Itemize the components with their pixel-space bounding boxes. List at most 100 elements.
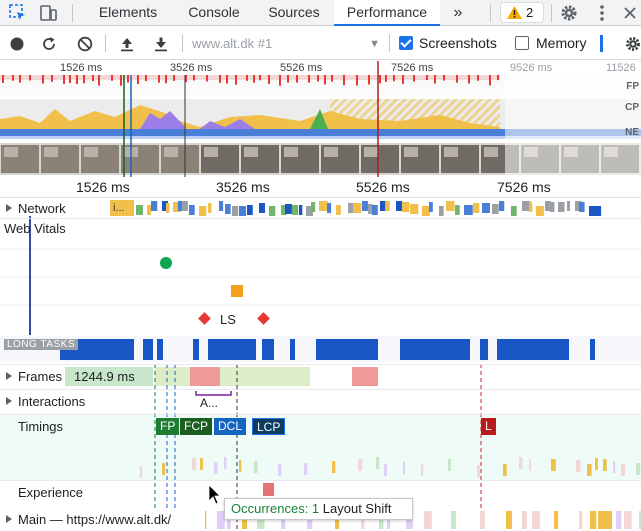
timing-marker-load[interactable]: L	[481, 418, 496, 435]
screenshot-thumbnail-detail	[444, 147, 458, 157]
device-toolbar-icon[interactable]	[38, 3, 58, 23]
screenshot-thumbnail-detail	[364, 147, 378, 157]
close-devtools-icon[interactable]	[620, 3, 640, 23]
network-request-bar	[225, 204, 231, 214]
fps-tick	[173, 75, 175, 81]
main-thread-mark	[606, 511, 613, 529]
main-thread-track-header[interactable]: Main — https://www.alt.dk/	[0, 509, 205, 531]
main-thread-mark	[598, 511, 606, 529]
frame-block[interactable]	[352, 367, 378, 386]
tab-console[interactable]: Console	[188, 4, 240, 20]
frame-block[interactable]	[155, 367, 310, 386]
network-request-bar	[429, 202, 433, 212]
warnings-badge[interactable]: 2	[500, 2, 544, 23]
fps-tick	[468, 75, 470, 84]
toolbar-accent-divider	[600, 35, 603, 52]
frame-block[interactable]	[190, 367, 220, 386]
overview-tick: 7526 ms	[391, 62, 434, 74]
fps-tick	[98, 75, 100, 86]
long-task-block	[193, 339, 199, 360]
warning-icon	[507, 6, 522, 19]
capture-settings-gear-icon[interactable]	[624, 35, 641, 53]
fps-tick	[477, 75, 479, 81]
network-request-bar	[269, 206, 276, 216]
interactions-track-header[interactable]: Interactions	[6, 394, 85, 409]
network-track-header[interactable]: Network	[6, 201, 70, 216]
profile-select-value: www.alt.dk #1	[192, 36, 273, 51]
fps-tick	[165, 75, 167, 84]
network-request-bar	[536, 206, 544, 216]
record-icon[interactable]	[8, 35, 26, 53]
timing-marker-dcl[interactable]: DCL	[214, 418, 247, 435]
main-thread-mark	[621, 464, 626, 476]
tab-elements[interactable]: Elements	[98, 4, 158, 20]
fps-tick	[219, 75, 221, 83]
expand-arrow-icon	[6, 397, 12, 405]
timeline-overview[interactable]: 1526 ms 3526 ms 5526 ms 7526 ms 9526 ms …	[0, 61, 641, 177]
fps-tick	[259, 75, 261, 81]
layout-shift-diamond[interactable]	[198, 312, 211, 325]
fps-tick	[235, 75, 237, 85]
settings-gear-icon[interactable]	[559, 3, 579, 23]
main-thread-mark	[522, 511, 527, 529]
layout-shift-tooltip: Occurrences: 1 Layout Shift	[224, 498, 413, 520]
inspect-element-icon[interactable]	[8, 3, 28, 23]
timing-marker-lcp[interactable]: LCP	[252, 418, 286, 435]
clear-icon[interactable]	[76, 35, 94, 53]
fcp-vital-dot[interactable]	[160, 257, 172, 269]
interaction-item[interactable]: A...	[200, 396, 219, 410]
main-thread-mark	[278, 464, 282, 476]
long-task-block	[157, 339, 163, 360]
tracks-canvas[interactable]	[0, 199, 641, 530]
network-request-bar	[247, 205, 253, 215]
main-thread-mark	[551, 459, 556, 471]
timing-marker-fp[interactable]: FP	[156, 418, 180, 435]
fps-tick	[287, 75, 289, 83]
more-tabs-button[interactable]: »	[453, 4, 463, 21]
fps-tick	[324, 75, 326, 85]
ruler-tick: 5526 ms	[356, 179, 410, 195]
network-request-bar	[136, 205, 143, 215]
network-request-item[interactable]: i...	[110, 200, 134, 216]
network-request-bar	[593, 206, 602, 216]
network-request-bar	[511, 206, 517, 216]
mouse-cursor-icon	[208, 484, 221, 505]
fps-tick	[456, 75, 458, 83]
layout-shift-diamond[interactable]	[257, 312, 270, 325]
network-request-bar	[259, 203, 265, 213]
layout-shift-block[interactable]	[263, 483, 274, 496]
upload-profile-icon[interactable]	[118, 35, 136, 53]
frame-block[interactable]	[65, 367, 153, 386]
warnings-count: 2	[526, 5, 534, 20]
memory-checkbox[interactable]	[515, 36, 529, 50]
main-thread-mark	[587, 464, 592, 476]
timing-marker-fcp[interactable]: FCP	[180, 418, 212, 435]
main-thread-mark	[192, 458, 197, 470]
network-request-bar	[362, 201, 368, 211]
network-request-bar	[151, 201, 158, 211]
screenshot-thumbnail-detail	[44, 147, 58, 157]
reload-record-icon[interactable]	[40, 35, 58, 53]
lcp-vital-square[interactable]	[231, 285, 243, 297]
fps-tick	[120, 75, 122, 86]
fps-tick	[158, 75, 160, 83]
fps-tick	[268, 75, 270, 85]
fps-tick	[443, 75, 445, 81]
screenshot-thumbnail-detail	[164, 147, 178, 157]
memory-label: Memory	[536, 35, 587, 51]
tab-performance[interactable]: Performance	[334, 0, 440, 26]
download-profile-icon[interactable]	[152, 35, 170, 53]
kebab-menu-icon[interactable]	[592, 3, 612, 23]
profile-select[interactable]: www.alt.dk #1 ▼	[192, 34, 382, 54]
main-thread-mark	[254, 461, 258, 473]
screenshot-thumbnail-detail	[244, 147, 258, 157]
network-request-bar	[219, 201, 224, 211]
frames-track-header[interactable]: Frames	[6, 369, 62, 384]
main-thread-mark	[140, 466, 143, 478]
fps-tick	[29, 75, 31, 81]
network-request-bar	[499, 201, 505, 211]
screenshots-checkbox[interactable]	[399, 36, 413, 50]
timeline-ruler: 1526 ms 3526 ms 5526 ms 7526 ms	[0, 178, 641, 198]
main-thread-mark	[506, 511, 512, 529]
tab-sources[interactable]: Sources	[268, 4, 320, 20]
